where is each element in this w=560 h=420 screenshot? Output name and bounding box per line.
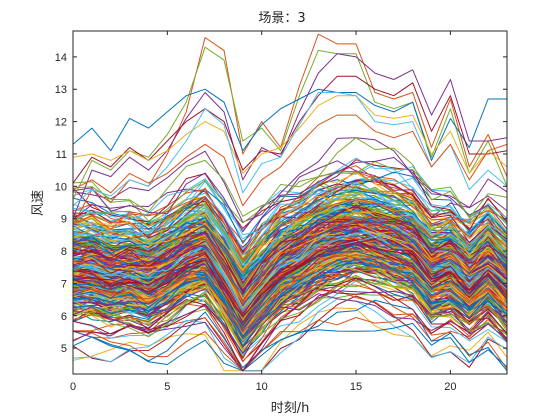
scenario-line [73, 182, 507, 267]
y-tick-label: 5 [61, 343, 67, 355]
scenario-line [73, 159, 507, 231]
y-tick-label: 14 [55, 52, 67, 64]
y-tick-label: 6 [61, 311, 67, 323]
scenario-line [73, 203, 507, 277]
y-tick-label: 7 [61, 278, 67, 290]
scenario-line [73, 298, 507, 372]
y-axis-label: 风速 [31, 190, 46, 216]
scenario-line-outlier [73, 114, 507, 207]
scenario-line-outlier [73, 53, 507, 219]
scenario-line [73, 211, 507, 274]
scenario-line [73, 307, 507, 372]
scenario-line [73, 239, 507, 318]
scenario-line [73, 258, 507, 347]
y-tick-label: 11 [56, 149, 67, 161]
scenario-line [73, 299, 507, 369]
scenario-line [73, 280, 507, 350]
scenario-line [73, 137, 507, 223]
scenario-line [73, 257, 507, 338]
scenario-line [73, 202, 507, 289]
y-tick-label: 10 [55, 181, 67, 193]
scenario-line [73, 176, 507, 242]
y-tick-label: 12 [55, 117, 67, 129]
x-axis-ticks: 0 5 10 15 20 [70, 31, 457, 393]
scenario-line [73, 222, 507, 303]
scenario-line [73, 266, 507, 352]
scenario-line [73, 160, 507, 252]
x-tick-label: 20 [444, 381, 456, 393]
scenario-line [73, 253, 507, 333]
scenario-line [73, 240, 507, 318]
scenario-line [73, 195, 507, 271]
y-tick-label: 9 [61, 214, 67, 226]
scenario-line [73, 212, 507, 280]
y-tick-label: 13 [55, 84, 67, 96]
scenario-line-outlier [73, 46, 507, 200]
y-tick-label: 8 [61, 246, 67, 258]
scenario-line [73, 187, 507, 256]
scenario-line [73, 137, 507, 219]
scenario-line [73, 277, 507, 362]
scenario-line [73, 256, 507, 342]
scenario-line [73, 221, 507, 301]
x-tick-label: 0 [70, 381, 76, 393]
scenario-line [73, 157, 507, 233]
scenario-line [73, 256, 507, 338]
scenario-line [73, 225, 507, 307]
scenario-line [73, 203, 507, 271]
x-axis-label: 时刻/h [271, 401, 310, 416]
scenario-line [73, 204, 507, 294]
scenario-line [73, 219, 507, 300]
scenario-line [73, 250, 507, 325]
scenario-line [73, 254, 507, 331]
scenario-line [73, 198, 507, 273]
scenario-line [73, 171, 507, 244]
scenario-line [73, 161, 507, 226]
scenario-line [73, 277, 507, 372]
series-layer [73, 33, 507, 372]
scenario-line-outlier [73, 88, 507, 161]
x-tick-label: 10 [256, 381, 268, 393]
scenario-line [73, 157, 507, 236]
scenario-line [73, 236, 507, 315]
scenario-line [73, 322, 507, 372]
x-tick-label: 5 [164, 381, 170, 393]
scenario-line [73, 221, 507, 291]
scenario-line [73, 290, 507, 354]
x-tick-label: 15 [350, 381, 362, 393]
scenario-line [73, 238, 507, 315]
scenario-line [73, 257, 507, 337]
y-axis-ticks: 5 6 7 8 9 10 11 12 13 14 [55, 52, 507, 355]
scenario-line [73, 203, 507, 275]
scenario-line [73, 313, 507, 372]
scenario-line-outlier [73, 95, 507, 174]
scenario-line [73, 188, 507, 262]
scenario-line [73, 170, 507, 261]
chart-title: 场景：3 [258, 11, 305, 26]
axes-frame [72, 30, 508, 375]
